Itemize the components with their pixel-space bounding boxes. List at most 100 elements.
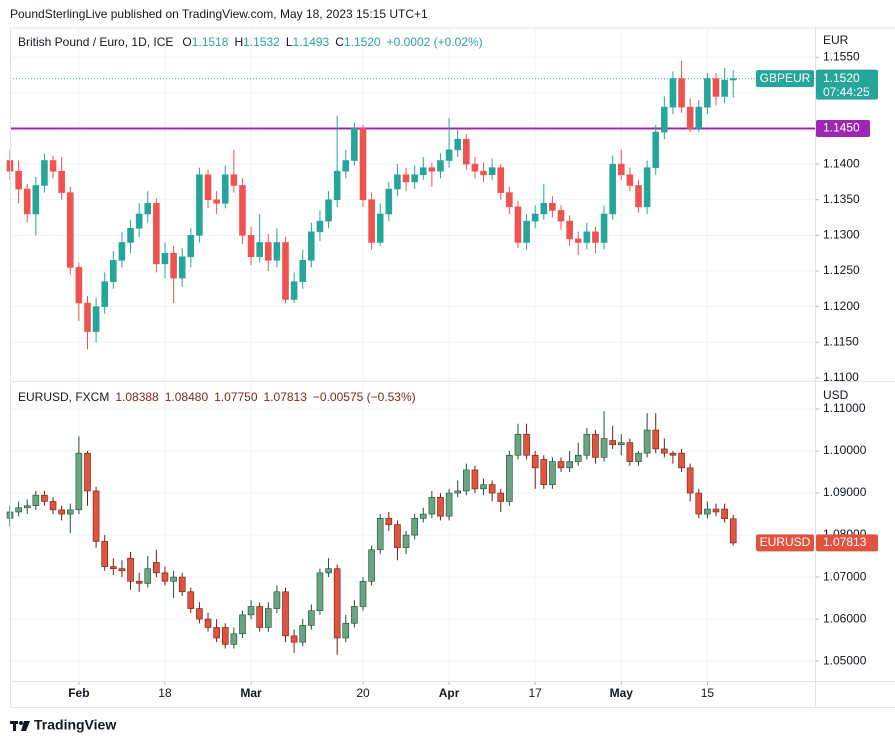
- candle-body: [135, 213, 143, 229]
- candle-body: [695, 492, 703, 515]
- legend-value: 1.08480: [165, 390, 209, 404]
- candle-body: [402, 174, 410, 183]
- candle-body: [471, 469, 479, 490]
- candle-body: [110, 566, 117, 569]
- candle-body: [583, 433, 591, 456]
- candle-body: [187, 235, 195, 258]
- candle-body: [411, 517, 418, 536]
- legend-value: 1.1493: [293, 35, 330, 49]
- candle-body: [574, 238, 582, 243]
- brand-logo: [10, 721, 30, 731]
- candle-body: [635, 452, 642, 462]
- candle-body: [652, 429, 660, 450]
- candle-body: [488, 484, 496, 494]
- candle-body: [678, 78, 685, 108]
- candle-body: [178, 576, 186, 593]
- candle-body: [428, 496, 436, 515]
- candle-body: [23, 505, 31, 509]
- candle-body: [282, 242, 289, 300]
- candle-body: [394, 524, 401, 548]
- candle-body: [480, 484, 487, 490]
- candle-body: [721, 79, 728, 97]
- candle-body: [376, 213, 384, 243]
- candle-body: [643, 429, 651, 454]
- candle-body: [385, 188, 393, 215]
- candle-body: [135, 580, 143, 584]
- candle-body: [686, 106, 694, 129]
- candle-body: [729, 78, 737, 81]
- candle-body: [316, 220, 324, 233]
- candle-body: [626, 174, 634, 186]
- candle-body: [101, 541, 109, 567]
- symbol-label: GBPEUR: [760, 71, 811, 85]
- countdown-label: 07:44:25: [823, 85, 870, 99]
- candle-body: [325, 199, 332, 222]
- legend-key: O: [182, 35, 191, 49]
- candle-body: [506, 454, 513, 502]
- candle-body: [351, 606, 358, 624]
- candle-body: [58, 170, 65, 193]
- candle-body: [161, 572, 169, 582]
- candle-body: [325, 568, 332, 574]
- x-tick-label: 18: [158, 686, 172, 700]
- candle-body: [574, 454, 582, 462]
- candle-body: [256, 242, 263, 258]
- plot-layer: 1.1100 1.1150 1.1200 1.1250 1.1300 1.1350 1.14…: [6, 28, 878, 700]
- candle-body: [23, 188, 31, 215]
- candle-body: [514, 206, 522, 243]
- candle-body: [368, 199, 375, 243]
- candle-body: [712, 508, 720, 513]
- candle-body: [480, 170, 487, 176]
- candle-body: [170, 576, 177, 582]
- candle-body: [454, 138, 462, 151]
- y-tick-label: 1.1350: [823, 192, 860, 206]
- candle-body: [264, 608, 272, 628]
- candle-body: [101, 281, 109, 307]
- candle-body: [488, 167, 496, 176]
- candle-body: [15, 170, 22, 190]
- symbol-label: EURUSD: [760, 535, 811, 549]
- currency-label: USD: [823, 388, 849, 402]
- candle-body: [454, 490, 462, 494]
- legend-key: H: [234, 35, 243, 49]
- candle-body: [385, 517, 393, 525]
- candle-body: [609, 440, 616, 446]
- candle-body: [445, 149, 453, 161]
- candle-body: [84, 452, 91, 492]
- candle-body: [686, 467, 694, 494]
- candle-body: [351, 128, 358, 161]
- y-tick-label: 1.05000: [823, 653, 867, 667]
- y-tick-label: 1.1200: [823, 299, 860, 313]
- candle-body: [264, 242, 272, 261]
- candle-body: [127, 227, 134, 243]
- candle-body: [239, 614, 246, 635]
- candle-body: [239, 185, 246, 236]
- symbol-title: EURUSD, FXCM: [18, 390, 109, 404]
- candle-body: [144, 202, 152, 215]
- candle-body: [221, 174, 229, 204]
- candle-body: [704, 78, 711, 108]
- candle-body: [463, 469, 470, 492]
- candle-body: [359, 128, 367, 201]
- symbol-label-box: [756, 70, 814, 88]
- candle-body: [196, 174, 203, 236]
- candle-body: [523, 433, 530, 456]
- y-tick-label: 1.1300: [823, 228, 860, 242]
- candle-body: [299, 259, 307, 282]
- candle-body: [635, 185, 642, 208]
- candle-body: [549, 202, 556, 211]
- legend-value: 1.08388: [115, 390, 159, 404]
- y-tick-label: 1.1550: [823, 49, 860, 63]
- candle-body: [514, 433, 522, 456]
- candle-body: [49, 501, 57, 511]
- y-tick-label: 1.1150: [823, 334, 859, 348]
- candle-body: [394, 174, 401, 190]
- brand-name: TradingView: [34, 717, 116, 733]
- candle-body: [230, 174, 238, 186]
- candle-body: [540, 459, 548, 485]
- candle-body: [247, 606, 255, 616]
- candle-body: [213, 199, 220, 204]
- candle-body: [402, 534, 410, 548]
- x-tick-label: 17: [529, 686, 543, 700]
